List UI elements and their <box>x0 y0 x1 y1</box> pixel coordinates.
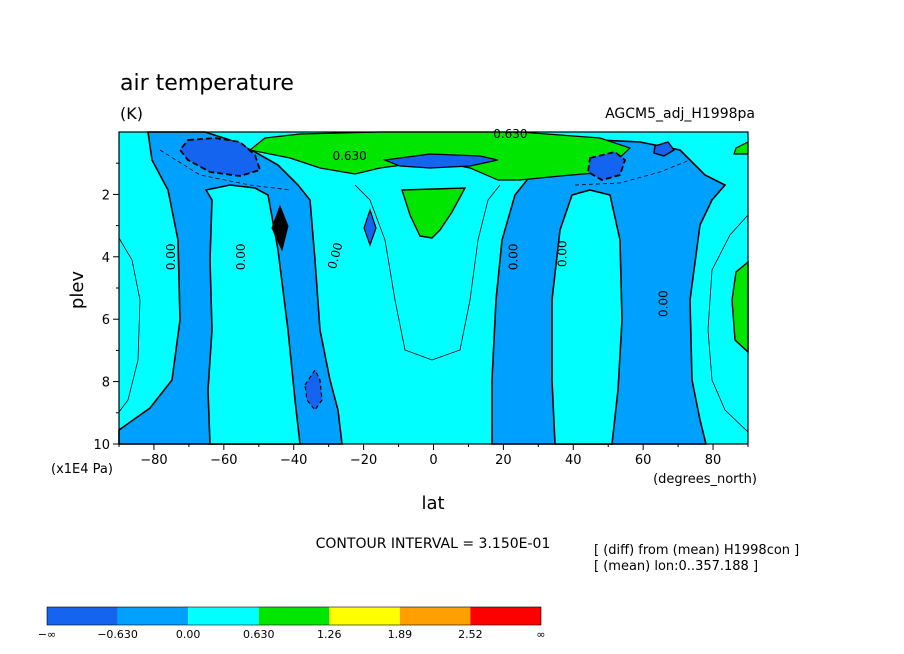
field-equatorial-lens <box>382 153 499 169</box>
colorbar-label: −0.630 <box>97 628 138 641</box>
colorbar-frame <box>46 606 542 626</box>
field-dark-diamond <box>271 204 289 252</box>
contour-label: 0.00 <box>325 241 345 270</box>
y-tick-label: 2 <box>102 188 110 203</box>
x-tick-label: 80 <box>705 453 722 468</box>
contour-label: 0.630 <box>493 127 527 141</box>
contour-line-top-dash-right <box>574 159 691 186</box>
y-axis-label: plev <box>67 271 88 310</box>
x-axis: −80 −60 −40 −20 0 20 40 60 80 <box>118 444 749 468</box>
contour-line-right-1 <box>707 214 749 433</box>
colorbar-swatch <box>399 607 471 625</box>
chart-title: air temperature <box>120 71 294 96</box>
contour-label: 0.00 <box>234 243 248 270</box>
x-tick-label: 40 <box>565 453 582 468</box>
x-tick-label: −20 <box>350 453 377 468</box>
colorbar-swatch <box>470 607 541 625</box>
colorbar-label: 2.52 <box>458 628 483 641</box>
contour-label: 0.00 <box>555 240 569 267</box>
field-blob-diamond-small <box>363 208 377 247</box>
contour-interval: CONTOUR INTERVAL = 3.150E-01 <box>316 536 551 552</box>
field-band-north-inner <box>551 189 623 445</box>
y-axis: 2 4 6 8 10 <box>93 162 119 453</box>
x-axis-label: lat <box>421 493 444 514</box>
colorbar-swatch <box>47 607 118 625</box>
field-blob-south-pole <box>178 137 262 177</box>
note-diff: [ (diff) from (mean) H1998con ] <box>594 543 799 558</box>
colorbar-label: −∞ <box>38 628 56 641</box>
field-blob-lower <box>304 368 323 412</box>
contour-label: 0.00 <box>164 243 178 270</box>
x-tick-label: −60 <box>210 453 237 468</box>
colorbar-swatch <box>188 607 259 625</box>
colorbar-swatch <box>117 607 189 625</box>
x-tick-label: 60 <box>635 453 652 468</box>
colorbar-label: 1.26 <box>317 628 342 641</box>
colorbar: −∞ −0.630 0.00 0.630 1.26 1.89 2.52 ∞ <box>38 606 546 641</box>
x-tick-label: 20 <box>495 453 512 468</box>
y-tick-label: 10 <box>93 438 110 453</box>
x-axis-units: (degrees_north) <box>653 472 757 487</box>
field-band-south-inner <box>204 184 301 445</box>
colorbar-label: ∞ <box>536 628 545 641</box>
dataset-name: AGCM5_adj_H1998pa <box>605 106 755 122</box>
contour-line-center <box>354 184 501 361</box>
y-tick-label: 4 <box>102 251 110 266</box>
y-tick-label: 8 <box>102 376 110 391</box>
field-green-equator <box>401 187 467 239</box>
contour-line-top-dash <box>159 149 291 191</box>
x-tick-label: −40 <box>280 453 307 468</box>
colorbar-swatch <box>329 607 400 625</box>
y-tick-label: 6 <box>102 313 110 328</box>
contour-line-left-1 <box>118 237 141 413</box>
contour-label: 0.630 <box>332 149 366 163</box>
colorbar-swatch <box>258 607 330 625</box>
note-mean: [ (mean) lon:0..357.188 ] <box>594 559 758 574</box>
colorbar-label: 0.630 <box>243 628 275 641</box>
y-axis-units: (x1E4 Pa) <box>51 462 113 477</box>
colorbar-label: 0.00 <box>176 628 201 641</box>
contour-label: 0.00 <box>657 290 671 317</box>
x-tick-label: −80 <box>140 453 167 468</box>
chart-units: (K) <box>120 104 143 123</box>
contour-label: 0.00 <box>506 243 520 270</box>
plot-area: 0.00 0.00 0.00 0.00 0.00 0.00 0.630 0.630 <box>118 127 749 445</box>
field-blob-north-pole <box>587 151 627 181</box>
field-blob-north-small <box>653 141 676 157</box>
x-tick-label: 0 <box>429 453 437 468</box>
colorbar-label: 1.89 <box>388 628 413 641</box>
